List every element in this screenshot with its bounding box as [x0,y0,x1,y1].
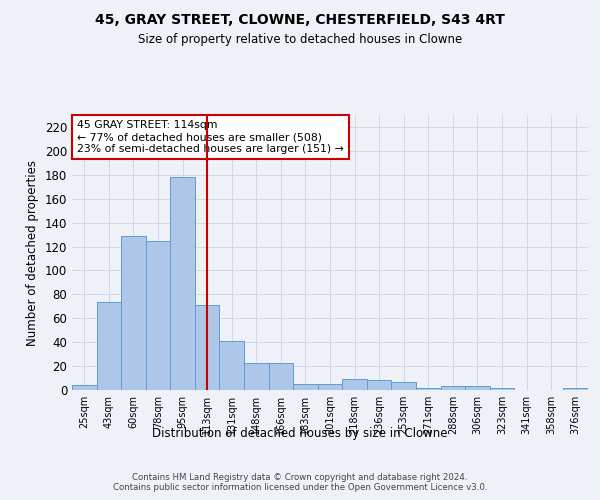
Bar [416,388,440,390]
Bar [244,362,269,390]
Bar [170,177,195,390]
Bar [490,388,514,390]
Bar [342,379,367,390]
Bar [97,302,121,390]
Bar [269,362,293,390]
Text: Contains HM Land Registry data © Crown copyright and database right 2024.
Contai: Contains HM Land Registry data © Crown c… [113,472,487,492]
Bar [72,385,97,390]
Bar [146,240,170,390]
Bar [465,386,490,390]
Bar [440,386,465,390]
Bar [293,384,318,390]
Text: 45, GRAY STREET, CLOWNE, CHESTERFIELD, S43 4RT: 45, GRAY STREET, CLOWNE, CHESTERFIELD, S… [95,12,505,26]
Text: Distribution of detached houses by size in Clowne: Distribution of detached houses by size … [152,428,448,440]
Y-axis label: Number of detached properties: Number of detached properties [26,160,39,346]
Bar [121,236,146,390]
Bar [318,384,342,390]
Bar [367,380,391,390]
Text: Size of property relative to detached houses in Clowne: Size of property relative to detached ho… [138,32,462,46]
Bar [195,305,220,390]
Bar [563,388,588,390]
Text: 45 GRAY STREET: 114sqm
← 77% of detached houses are smaller (508)
23% of semi-de: 45 GRAY STREET: 114sqm ← 77% of detached… [77,120,344,154]
Bar [391,382,416,390]
Bar [220,341,244,390]
